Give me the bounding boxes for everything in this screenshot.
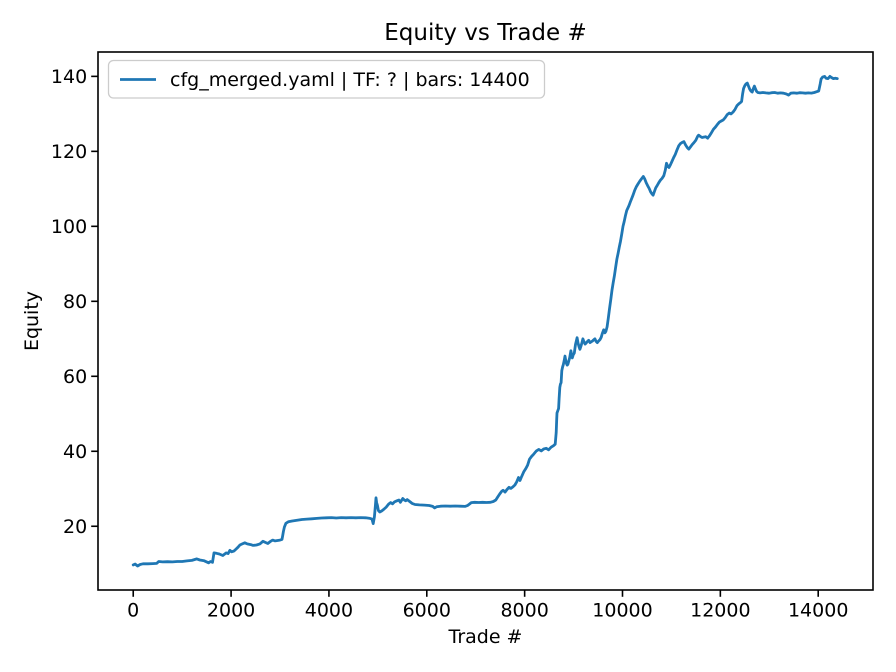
chart-title: Equity vs Trade # xyxy=(384,20,587,46)
legend-label: cfg_merged.yaml | TF: ? | bars: 14400 xyxy=(170,69,530,91)
x-tick-label: 12000 xyxy=(690,599,750,621)
x-axis-label: Trade # xyxy=(448,626,523,648)
equity-line-series xyxy=(131,75,839,568)
x-axis-ticks: 0 2000 4000 6000 8000 10000 12000 14000 xyxy=(127,590,848,621)
y-tick-label: 80 xyxy=(63,291,87,313)
x-tick-label: 4000 xyxy=(305,599,353,621)
y-axis-ticks: 20 40 60 80 100 120 140 xyxy=(51,66,98,538)
y-tick-label: 100 xyxy=(51,216,87,238)
y-tick-label: 20 xyxy=(63,516,87,538)
y-tick-label: 120 xyxy=(51,141,87,163)
x-tick-label: 0 xyxy=(127,599,139,621)
legend-frame xyxy=(107,59,546,99)
x-tick-label: 10000 xyxy=(592,599,652,621)
y-axis-label: Equity xyxy=(21,291,43,351)
x-tick-label: 8000 xyxy=(500,599,548,621)
plot-area-frame xyxy=(97,51,874,591)
y-tick-label: 40 xyxy=(63,441,87,463)
x-tick-label: 6000 xyxy=(403,599,451,621)
x-tick-label: 14000 xyxy=(788,599,848,621)
x-tick-label: 2000 xyxy=(207,599,255,621)
y-tick-label: 60 xyxy=(63,366,87,388)
legend: cfg_merged.yaml | TF: ? | bars: 14400 xyxy=(107,59,546,99)
y-tick-label: 140 xyxy=(51,66,87,88)
